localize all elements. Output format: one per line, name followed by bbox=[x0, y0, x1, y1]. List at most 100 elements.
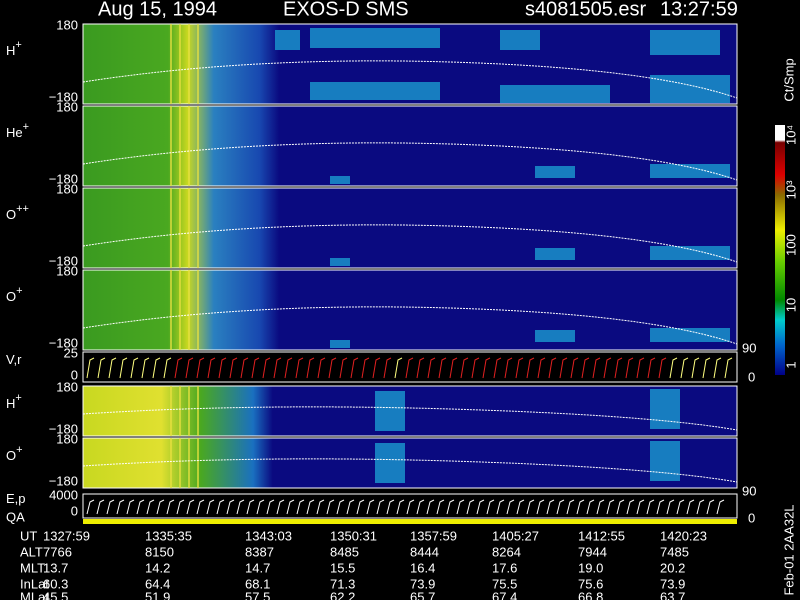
cell: 17.6 bbox=[492, 560, 517, 575]
sweep bbox=[97, 357, 106, 379]
sweep bbox=[119, 357, 128, 379]
patch bbox=[275, 30, 300, 50]
patch bbox=[330, 258, 350, 266]
patch bbox=[535, 248, 575, 260]
trace bbox=[82, 60, 738, 99]
panel-bg bbox=[82, 493, 738, 519]
panel-label: He+ bbox=[6, 121, 29, 141]
stripe bbox=[188, 24, 190, 104]
sweep bbox=[96, 499, 105, 515]
sweep bbox=[416, 357, 425, 379]
sweep bbox=[316, 499, 325, 515]
cell: 73.9 bbox=[410, 576, 435, 591]
sweep bbox=[196, 499, 205, 515]
sweep bbox=[116, 499, 125, 515]
sweep bbox=[466, 499, 475, 515]
sweep bbox=[606, 499, 615, 515]
cell: 1350:31 bbox=[330, 528, 377, 543]
sweep bbox=[702, 357, 711, 379]
right-tick-bottom: 0 bbox=[748, 369, 755, 384]
sweep bbox=[405, 357, 414, 379]
sweep bbox=[493, 357, 502, 379]
sweep bbox=[284, 357, 293, 379]
sweep bbox=[676, 499, 685, 515]
stripe bbox=[170, 24, 172, 104]
patch bbox=[330, 340, 350, 348]
sweep bbox=[218, 357, 227, 379]
stripe bbox=[188, 438, 190, 488]
sweep bbox=[516, 499, 525, 515]
sweep bbox=[186, 499, 195, 515]
sweep bbox=[207, 357, 216, 379]
cell: 14.7 bbox=[245, 560, 270, 575]
sweep bbox=[581, 357, 590, 379]
stripe bbox=[179, 386, 181, 436]
sweep bbox=[486, 499, 495, 515]
sweep bbox=[556, 499, 565, 515]
stripe bbox=[197, 188, 199, 268]
sweep bbox=[614, 357, 623, 379]
sweep bbox=[130, 357, 139, 379]
panel-label: QA bbox=[6, 509, 25, 524]
patch bbox=[650, 246, 730, 260]
tick-bottom: −180 bbox=[49, 89, 78, 104]
cell: 75.6 bbox=[578, 576, 603, 591]
colorbar-tick: 1 bbox=[783, 361, 798, 368]
cell: 1327:59 bbox=[43, 528, 90, 543]
sweep bbox=[666, 499, 675, 515]
cell: 51.9 bbox=[145, 589, 170, 600]
sweep bbox=[256, 499, 265, 515]
cell: 8485 bbox=[330, 544, 359, 559]
spectrogram bbox=[82, 187, 738, 269]
cell: 64.4 bbox=[145, 576, 170, 591]
patch bbox=[500, 30, 540, 50]
stripe bbox=[188, 386, 190, 436]
tick-bottom: −180 bbox=[49, 473, 78, 488]
tick-top: 180 bbox=[56, 431, 78, 446]
sweep bbox=[328, 357, 337, 379]
sweep bbox=[185, 357, 194, 379]
cell: 75.5 bbox=[492, 576, 517, 591]
cell: 1335:35 bbox=[145, 528, 192, 543]
sweep bbox=[141, 357, 150, 379]
sweep bbox=[106, 499, 115, 515]
sweep bbox=[306, 357, 315, 379]
sweep bbox=[576, 499, 585, 515]
sweep bbox=[174, 357, 183, 379]
tick-top: 25 bbox=[64, 345, 78, 360]
patch bbox=[650, 30, 720, 55]
sweep bbox=[126, 499, 135, 515]
cell: 7485 bbox=[660, 544, 689, 559]
tick-top: 180 bbox=[56, 379, 78, 394]
sweep bbox=[372, 357, 381, 379]
stripe bbox=[179, 188, 181, 268]
sweep bbox=[669, 357, 678, 379]
sweep bbox=[376, 499, 385, 515]
sweep bbox=[251, 357, 260, 379]
tick-bottom: 0 bbox=[71, 367, 78, 382]
cell: 15.5 bbox=[330, 560, 355, 575]
sweep bbox=[416, 499, 425, 515]
sweep bbox=[136, 499, 145, 515]
stripe bbox=[170, 106, 172, 186]
patch bbox=[650, 75, 730, 103]
sweep bbox=[240, 357, 249, 379]
patch bbox=[500, 85, 610, 103]
patch bbox=[375, 443, 405, 483]
sweep bbox=[286, 499, 295, 515]
sweep bbox=[108, 357, 117, 379]
sweep bbox=[603, 357, 612, 379]
stripe bbox=[188, 106, 190, 186]
panel-label: V,r bbox=[6, 352, 22, 367]
sweep bbox=[383, 357, 392, 379]
sweep bbox=[339, 357, 348, 379]
sweep bbox=[346, 499, 355, 515]
trace bbox=[82, 142, 738, 181]
tick-bottom: −180 bbox=[49, 421, 78, 436]
spectrogram bbox=[82, 269, 738, 351]
sweep bbox=[163, 357, 172, 379]
cell: 73.9 bbox=[660, 576, 685, 591]
panel-label: H+ bbox=[6, 39, 22, 59]
tick-top: 180 bbox=[56, 263, 78, 278]
sweep bbox=[636, 499, 645, 515]
